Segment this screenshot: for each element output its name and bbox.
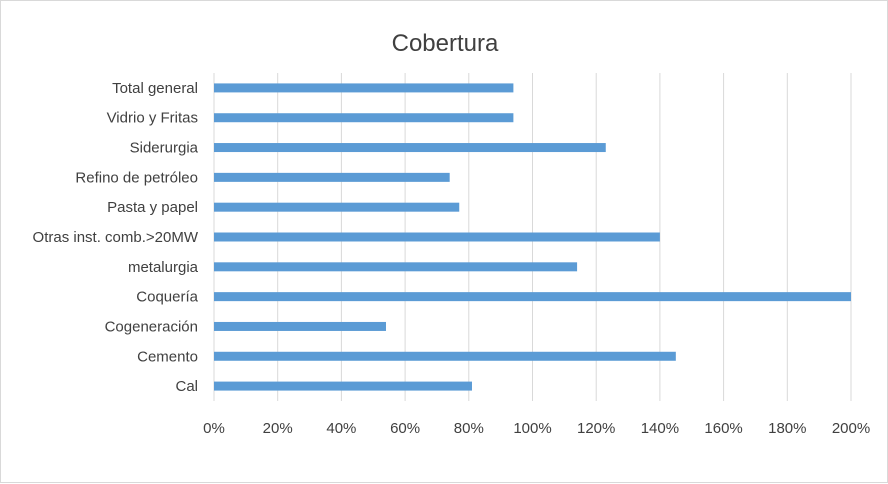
bar [214,232,660,242]
category-label: Cal [175,378,198,395]
bar [214,172,450,182]
category-label: Vidrio y Fritas [107,110,198,127]
bar [214,143,606,153]
bar [214,262,578,272]
category-label: Pasta y papel [107,199,198,216]
category-label: Total general [112,80,198,97]
chart-title: Cobertura [392,30,499,57]
category-label: Refino de petróleo [75,169,198,186]
x-tick-label: 140% [641,420,679,437]
bar [214,351,676,361]
x-tick-label: 100% [513,420,551,437]
x-tick-label: 160% [704,420,742,437]
category-label: metalurgia [128,259,199,276]
x-tick-label: 60% [390,420,420,437]
category-label: Coquería [136,289,198,306]
bar [214,381,472,391]
category-label: Otras inst. comb.>20MW [33,229,199,246]
x-tick-label: 20% [263,420,293,437]
bar [214,113,514,123]
x-tick-label: 40% [326,420,356,437]
x-tick-label: 200% [832,420,870,437]
category-label: Siderurgia [130,140,199,157]
bar [214,83,514,93]
x-tick-label: 80% [454,420,484,437]
bar [214,202,460,212]
bar [214,292,851,302]
x-tick-label: 180% [768,420,806,437]
category-label: Cogeneración [105,318,198,335]
x-tick-label: 120% [577,420,615,437]
x-tick-label: 0% [203,420,225,437]
bar [214,321,386,331]
category-label: Cemento [137,348,198,365]
